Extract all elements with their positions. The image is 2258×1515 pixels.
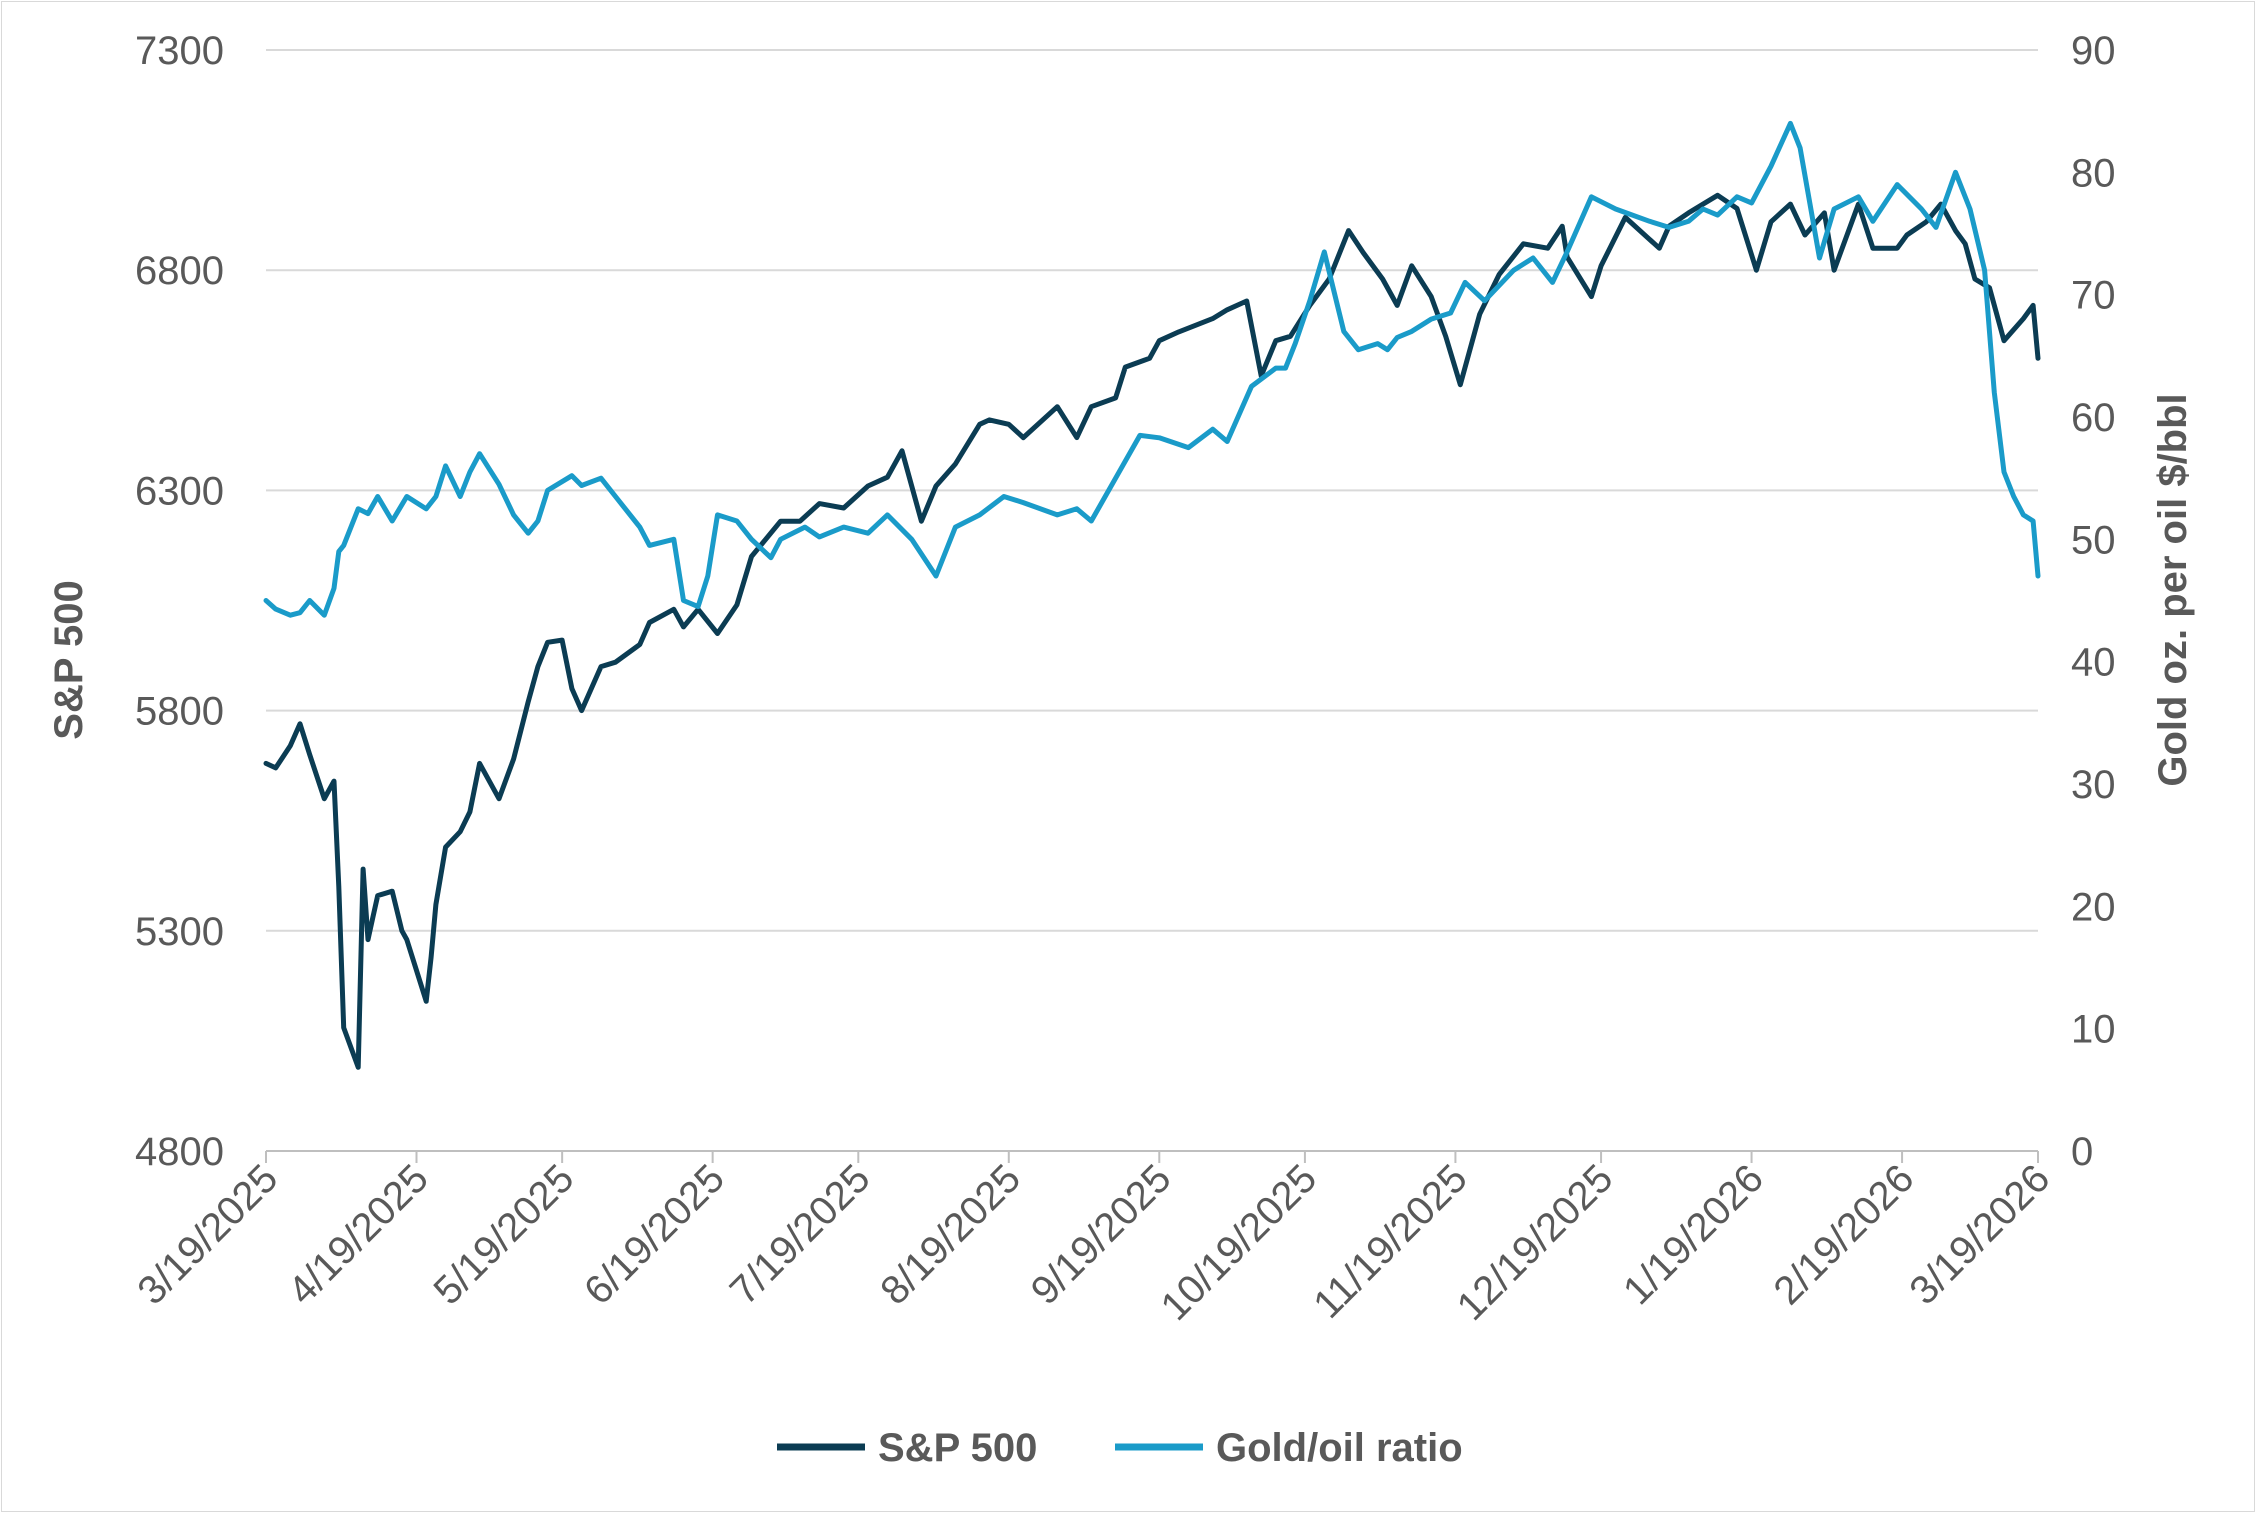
y2-tick-label: 30 bbox=[2071, 763, 2116, 807]
y-tick-label: 6800 bbox=[135, 249, 224, 293]
y-tick-label: 5300 bbox=[135, 910, 224, 954]
y2-tick-label: 70 bbox=[2071, 274, 2116, 318]
legend-label-gold-oil: Gold/oil ratio bbox=[1216, 1426, 1463, 1470]
y2-tick-label: 90 bbox=[2071, 29, 2116, 73]
series-lines bbox=[263, 120, 2041, 1070]
sp500-line bbox=[263, 192, 2041, 1070]
x-tick-label: 8/19/2025 bbox=[872, 1156, 1029, 1313]
y2-tick-label: 80 bbox=[2071, 151, 2116, 195]
y2-tick-label: 20 bbox=[2071, 885, 2116, 929]
y-tick-label: 5800 bbox=[135, 690, 224, 734]
y2-tick-label: 10 bbox=[2071, 1008, 2116, 1052]
legend-label-sp500: S&P 500 bbox=[878, 1426, 1037, 1470]
x-tick-label: 12/19/2025 bbox=[1449, 1156, 1622, 1329]
axes bbox=[265, 1150, 2039, 1163]
x-tick-label: 4/19/2025 bbox=[280, 1156, 437, 1313]
x-tick-label: 3/19/2025 bbox=[129, 1156, 286, 1313]
x-tick-label: 11/19/2025 bbox=[1305, 1156, 1476, 1327]
x-tick-label: 3/19/2026 bbox=[1901, 1156, 2058, 1313]
y2-tick-label: 0 bbox=[2071, 1130, 2093, 1174]
x-tick-label: 7/19/2025 bbox=[722, 1156, 879, 1313]
y2-tick-label: 40 bbox=[2071, 641, 2116, 685]
x-tick-label: 1/19/2026 bbox=[1615, 1156, 1772, 1313]
x-tick-label: 9/19/2025 bbox=[1023, 1156, 1180, 1313]
x-tick-label: 5/19/2025 bbox=[426, 1156, 583, 1313]
y2-tick-label: 60 bbox=[2071, 396, 2116, 440]
x-tick-label: 10/19/2025 bbox=[1153, 1156, 1326, 1329]
y2-axis-title: Gold oz. per oil $/bbl bbox=[2151, 393, 2195, 786]
x-tick-label: 2/19/2026 bbox=[1765, 1156, 1922, 1313]
y-tick-label: 6300 bbox=[135, 469, 224, 513]
legend: S&P 500 Gold/oil ratio bbox=[777, 1426, 1463, 1470]
gridlines bbox=[266, 49, 2038, 932]
y-tick-label: 7300 bbox=[135, 29, 224, 73]
gold-oil-ratio-line bbox=[263, 120, 2041, 618]
y-tick-label: 4800 bbox=[135, 1130, 224, 1174]
y-axis-title: S&P 500 bbox=[47, 580, 91, 739]
y2-tick-label: 50 bbox=[2071, 518, 2116, 562]
x-tick-label: 6/19/2025 bbox=[576, 1156, 733, 1313]
